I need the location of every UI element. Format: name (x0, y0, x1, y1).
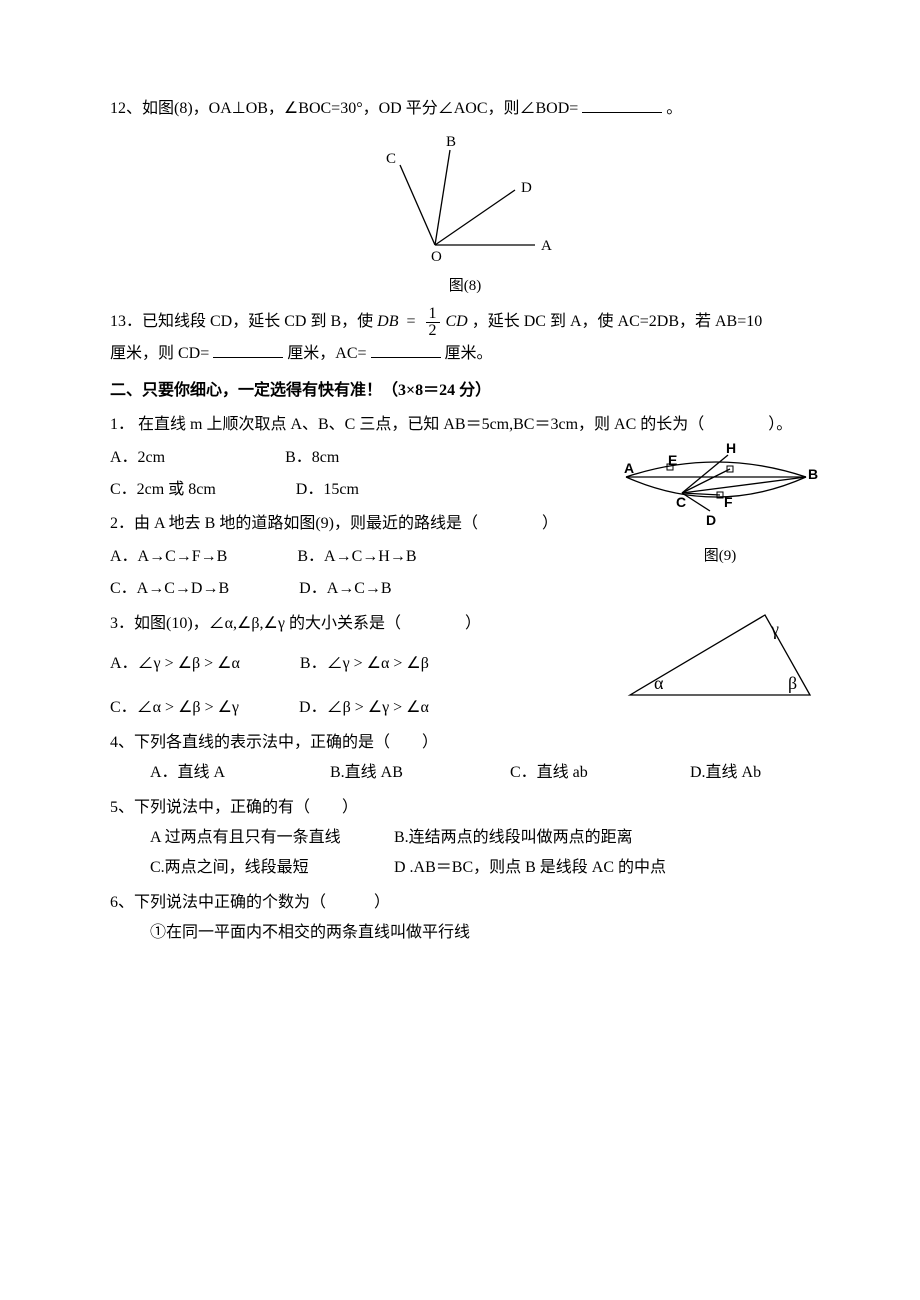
mc4-opt-B[interactable]: B.直线 AB (330, 758, 470, 788)
figure-9-label: 图(9) (620, 542, 820, 571)
mc4-opt-D[interactable]: D.直线 Ab (690, 758, 761, 788)
q12-text-a: 12、如图(8)，OA⊥OB，∠BOC=30°，OD 平分∠AOC，则∠BOD= (110, 100, 578, 117)
mc3-opt-D[interactable]: D．∠β > ∠γ > ∠α (299, 693, 429, 723)
svg-text:C: C (676, 494, 686, 510)
q12-blank[interactable] (582, 96, 662, 113)
mc3-stem: 3．如图(10)，∠α,∠β,∠γ 的大小关系是（ ） (110, 609, 600, 639)
q12-text-b: 。 (666, 100, 682, 117)
svg-text:B: B (808, 466, 818, 482)
mc2-opt-B[interactable]: B．A→C→H→B (297, 542, 416, 572)
mc1: 1． 在直线 m 上顺次取点 A、B、C 三点，已知 AB＝5cm,BC＝3cm… (110, 410, 820, 440)
mc5-opt-D[interactable]: D .AB＝BC，则点 B 是线段 AC 的中点 (394, 859, 666, 876)
mc4-opt-C[interactable]: C．直线 ab (510, 758, 650, 788)
mc2-opt-C[interactable]: C．A→C→D→B (110, 574, 229, 604)
svg-text:B: B (446, 134, 456, 150)
q13-l2-b: 厘米，AC= (287, 345, 366, 362)
q13-eq: = (406, 313, 415, 330)
q13-l2-a: 厘米，则 CD= (110, 345, 209, 362)
mc5-opt-C[interactable]: C.两点之间，线段最短 (150, 853, 390, 883)
mc1-opt-D[interactable]: D．15cm (296, 475, 359, 505)
figure-9: ABEHCFD 图(9) (620, 441, 820, 571)
mc2-opt-A[interactable]: A．A→C→F→B (110, 542, 227, 572)
section-2-title: 二、只要你细心，一定选得有快有准！（3×8＝24 分） (110, 376, 820, 406)
mc5-opt-B[interactable]: B.连结两点的线段叫做两点的距离 (394, 829, 633, 846)
mc4-stem: 4、下列各直线的表示法中，正确的是（ ） (110, 728, 820, 758)
q13-line2: 厘米，则 CD= 厘米，AC= 厘米。 (110, 339, 820, 369)
mc5-opt-A[interactable]: A 过两点有且只有一条直线 (150, 823, 390, 853)
mc5-row2: C.两点之间，线段最短 D .AB＝BC，则点 B 是线段 AC 的中点 (150, 853, 820, 883)
q13-frac-num: 1 (426, 306, 440, 323)
mc3-block: 3．如图(10)，∠α,∠β,∠γ 的大小关系是（ ） A．∠γ > ∠β > … (110, 605, 820, 724)
mc1-opt-A[interactable]: A．2cm (110, 443, 165, 473)
figure-10: α β γ (620, 605, 820, 716)
mc1-opt-C[interactable]: C．2cm 或 8cm (110, 475, 216, 505)
figure-10-svg: α β γ (620, 605, 820, 705)
q13-l2-c: 厘米。 (445, 345, 493, 362)
mc5-stem: 5、下列说法中，正确的有（ ） (110, 793, 820, 823)
q13-pre: 13．已知线段 CD，延长 CD 到 B，使 (110, 313, 373, 330)
mc2-opt-D[interactable]: D．A→C→B (299, 574, 391, 604)
mc3-opt-C[interactable]: C．∠α > ∠β > ∠γ (110, 693, 239, 723)
mc3-opt-B[interactable]: B．∠γ > ∠α > ∠β (300, 649, 429, 679)
mc1-opt-B[interactable]: B．8cm (285, 443, 339, 473)
svg-text:β: β (788, 673, 797, 693)
figure-8-label: 图(8) (110, 272, 820, 301)
mc2-stem: 2．由 A 地去 B 地的道路如图(9)，则最近的路线是（ ） (110, 509, 600, 539)
q13-fraction: 1 2 (426, 306, 440, 339)
svg-text:F: F (724, 494, 733, 510)
q13-frac-den: 2 (426, 323, 440, 339)
q13-post1: ，延长 DC 到 A，使 AC=2DB，若 AB=10 (472, 313, 763, 330)
figure-9-svg: ABEHCFD (620, 441, 820, 531)
svg-text:A: A (624, 460, 634, 476)
q13-DB: DB (377, 313, 398, 330)
q13-blank-ac[interactable] (371, 341, 441, 358)
svg-text:C: C (386, 151, 396, 167)
q13-blank-cd[interactable] (213, 341, 283, 358)
q13-CD: CD (446, 313, 468, 330)
svg-text:O: O (431, 249, 442, 265)
mc4-opt-A[interactable]: A．直线 A (150, 758, 290, 788)
mc6-line1: ①在同一平面内不相交的两条直线叫做平行线 (150, 918, 820, 948)
mc4-options: A．直线 A B.直线 AB C．直线 ab D.直线 Ab (150, 758, 820, 788)
svg-text:γ: γ (770, 619, 779, 639)
svg-text:α: α (654, 673, 664, 693)
figure-8-svg: OADBC (375, 130, 555, 260)
svg-text:H: H (726, 440, 736, 456)
mc6-stem: 6、下列说法中正确的个数为（ ） (110, 888, 820, 918)
q13: 13．已知线段 CD，延长 CD 到 B，使 DB = 1 2 CD ，延长 D… (110, 304, 820, 339)
mc1-stem: 1． 在直线 m 上顺次取点 A、B、C 三点，已知 AB＝5cm,BC＝3cm… (110, 410, 820, 440)
svg-text:D: D (521, 180, 532, 196)
q12: 12、如图(8)，OA⊥OB，∠BOC=30°，OD 平分∠AOC，则∠BOD=… (110, 94, 820, 124)
svg-text:D: D (706, 512, 716, 528)
mc3-opt-A[interactable]: A．∠γ > ∠β > ∠α (110, 649, 240, 679)
mc5-row1: A 过两点有且只有一条直线 B.连结两点的线段叫做两点的距离 (150, 823, 820, 853)
mc1-mc2-block: A．2cm B．8cm C．2cm 或 8cm D．15cm 2．由 A 地去 … (110, 441, 820, 605)
figure-8: O A D B C 图(8) (110, 130, 820, 300)
svg-text:A: A (541, 238, 552, 254)
